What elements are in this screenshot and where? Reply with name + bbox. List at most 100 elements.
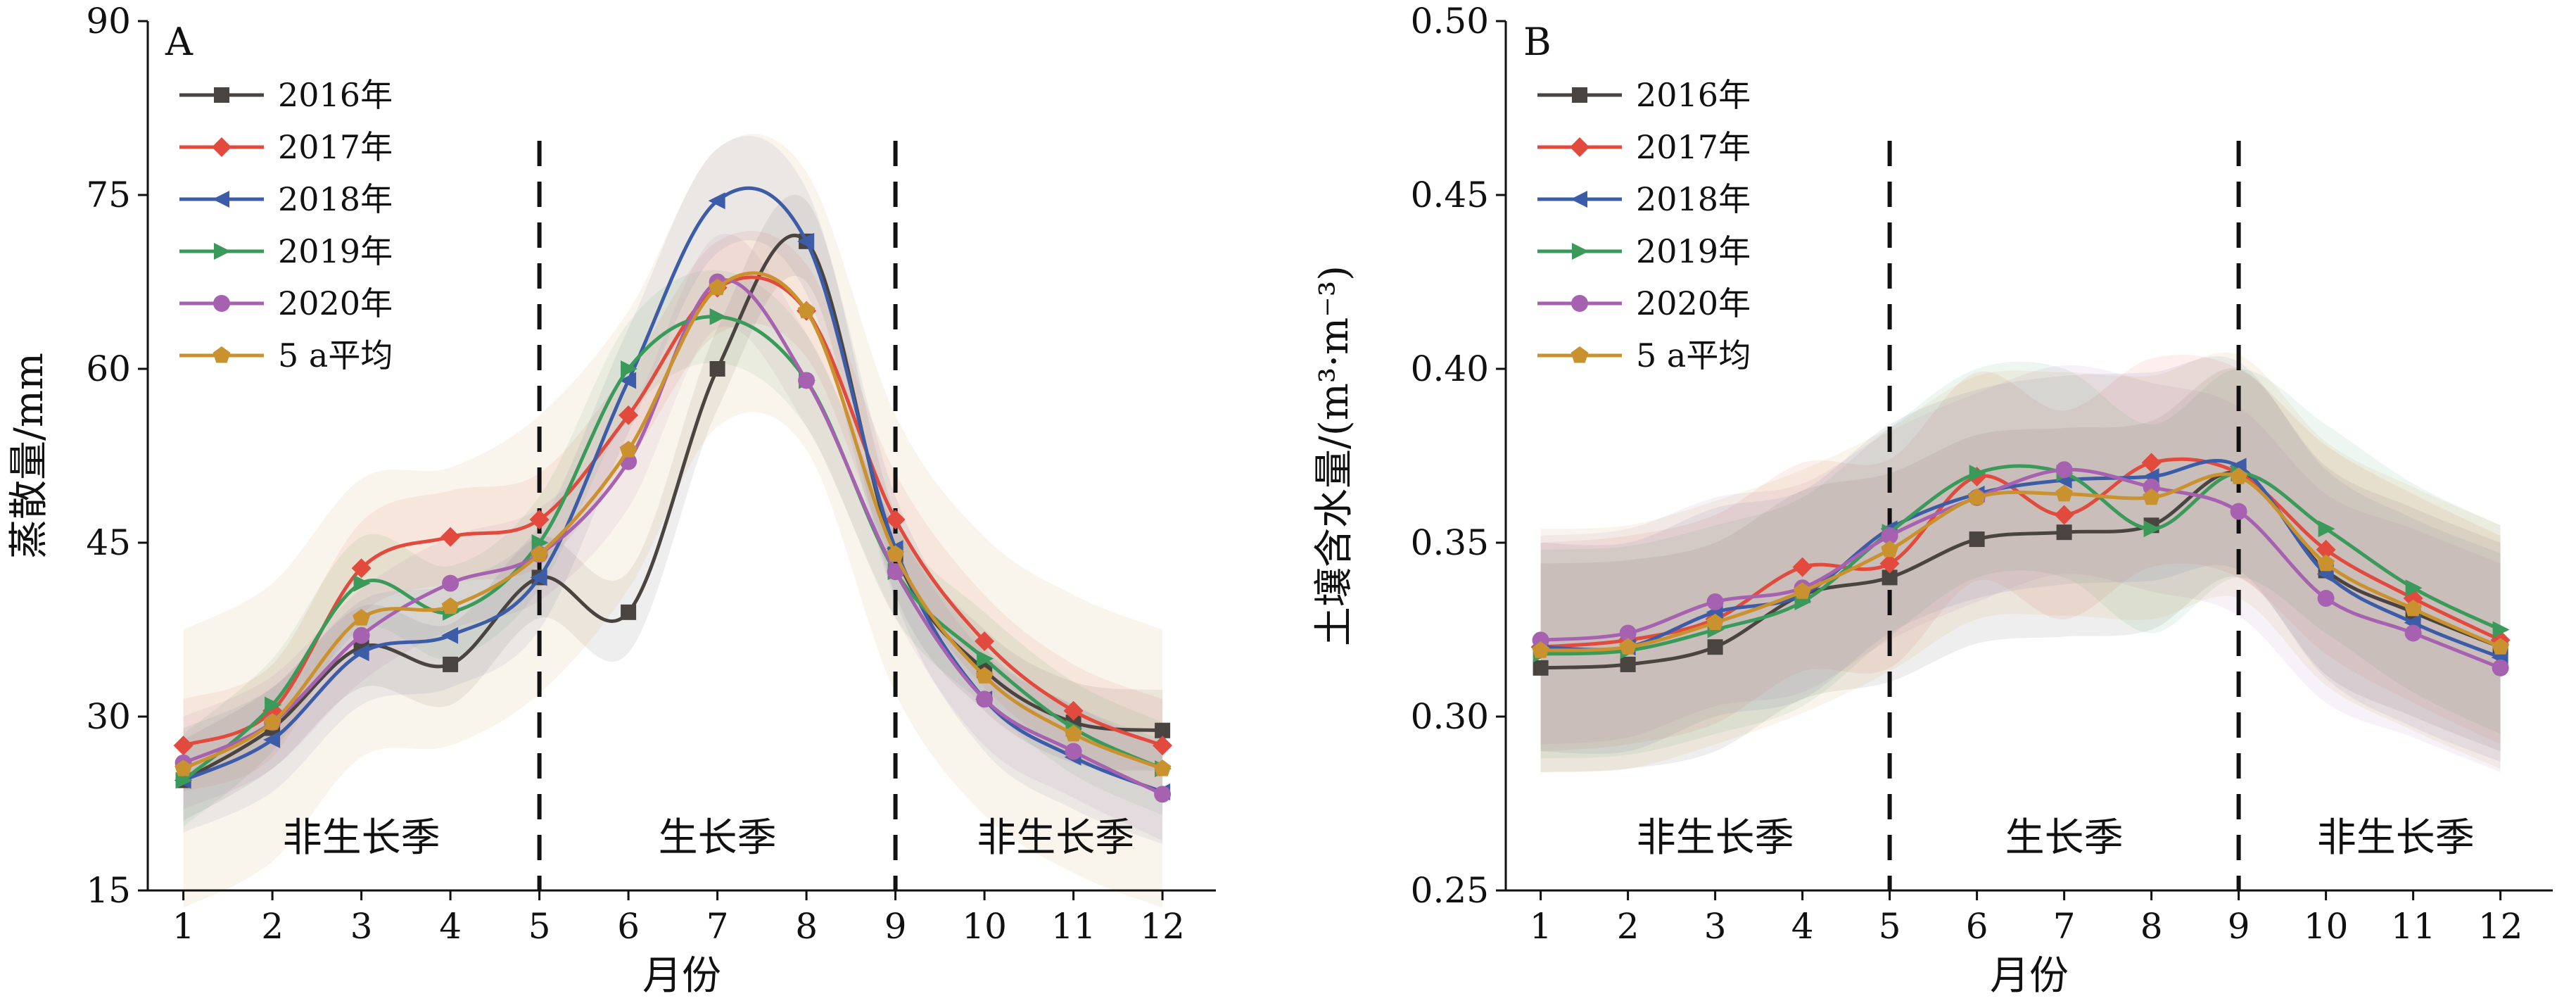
data-point (1794, 582, 1811, 599)
data-point (263, 713, 281, 730)
confidence-band (1540, 365, 2501, 772)
data-point (2316, 539, 2336, 560)
legend-entry: 5 a平均 (278, 336, 393, 374)
data-point (2143, 478, 2160, 496)
x-axis-title: 月份 (1990, 953, 2069, 999)
chart-panel-b: 0.250.300.350.400.450.501 2 3 4 5 6 7 8 9 10 11 12月… (1312, 1, 2553, 999)
x-axis-title: 月份 (642, 953, 721, 999)
x-tick-label: 1 (172, 906, 195, 947)
data-point (1792, 557, 1813, 577)
data-point (2404, 624, 2422, 642)
x-tick-label: 10 (2304, 906, 2349, 947)
y-tick-label: 60 (86, 348, 131, 389)
data-point (1881, 527, 1898, 545)
legend-marker (214, 243, 231, 260)
x-tick-label: 2 (261, 906, 284, 947)
data-point (2230, 503, 2247, 520)
x-tick-label: 12 (1140, 906, 1185, 947)
data-point (797, 232, 815, 250)
legend-entry: 2017年 (1636, 128, 1751, 166)
data-point (353, 626, 370, 644)
legend-entry: 2019年 (1636, 232, 1751, 270)
data-point (709, 278, 726, 296)
data-point (2317, 590, 2335, 607)
x-tick-label: 2 (1617, 906, 1639, 947)
data-point (1619, 638, 1637, 655)
data-point (1532, 631, 1549, 649)
data-point (797, 301, 816, 319)
panel-label: B (1523, 20, 1552, 64)
data-point (173, 736, 193, 756)
data-point (1968, 488, 1986, 505)
y-tick-label: 0.25 (1411, 870, 1489, 911)
season-label: 生长季 (659, 815, 777, 861)
confidence-band (1540, 356, 2501, 762)
data-point (2055, 461, 2073, 479)
data-point (1882, 569, 1898, 586)
data-point (619, 441, 637, 458)
x-tick-label: 8 (795, 906, 818, 947)
data-point (1881, 540, 1898, 557)
x-tick-label: 8 (2140, 906, 2163, 947)
x-tick-label: 10 (962, 906, 1007, 947)
data-point (2317, 554, 2335, 572)
data-point (530, 569, 547, 586)
legend: 2016年 2017年 2018年 2019年 2020年 5 a平均 (1537, 76, 1751, 374)
data-point (529, 510, 550, 530)
y-tick-label: 0.40 (1411, 348, 1489, 389)
data-point (352, 644, 369, 662)
data-point (265, 696, 282, 714)
legend: 2016年 2017年 2018年 2019年 2020年 5 a平均 (179, 76, 393, 374)
legend-entry: 2020年 (278, 284, 393, 322)
legend-entry: 5 a平均 (1636, 336, 1751, 374)
data-point (1063, 700, 1084, 721)
data-point (1065, 724, 1082, 742)
confidence-band (183, 233, 1163, 841)
x-tick-label: 4 (1791, 906, 1814, 947)
series (175, 271, 1172, 776)
data-point (2492, 621, 2510, 638)
legend-marker (1572, 87, 1587, 103)
data-point (887, 545, 904, 562)
data-point (441, 597, 459, 615)
x-tick-label: 7 (2053, 906, 2076, 947)
data-point (2143, 488, 2160, 505)
data-point (619, 372, 637, 389)
data-point (440, 527, 461, 547)
legend-entry: 2018年 (1636, 180, 1751, 218)
data-point (975, 631, 995, 651)
data-point (1065, 743, 1082, 760)
x-tick-label: 6 (1966, 906, 1988, 947)
legend-marker (1571, 295, 1588, 312)
legend-entry: 2016年 (1636, 76, 1751, 114)
y-tick-label: 45 (86, 522, 131, 563)
y-axis-title: 土壤含水量/(m³·m⁻³) (1312, 265, 1357, 646)
x-tick-label: 5 (1879, 906, 1901, 947)
legend-entry: 2017年 (278, 128, 393, 166)
data-point (1969, 531, 1985, 548)
data-point (1533, 660, 1549, 676)
series (1532, 467, 2509, 658)
data-point (442, 574, 459, 592)
x-tick-label: 11 (1051, 906, 1096, 947)
x-tick-label: 3 (1704, 906, 1727, 947)
data-point (798, 372, 816, 389)
y-tick-label: 30 (86, 696, 131, 737)
panel-label: A (165, 20, 193, 64)
data-point (2405, 579, 2423, 597)
data-point (1879, 553, 1900, 574)
season-label: 生长季 (2005, 815, 2124, 861)
data-point (708, 192, 725, 210)
data-point (1155, 722, 1171, 738)
data-point (1619, 624, 1637, 642)
data-point (2141, 453, 2162, 473)
y-tick-label: 0.30 (1411, 696, 1489, 737)
data-point (531, 545, 548, 562)
data-point (1153, 760, 1172, 776)
x-tick-label: 5 (528, 906, 551, 947)
x-tick-label: 4 (439, 906, 462, 947)
data-point (621, 604, 637, 620)
data-point (618, 405, 639, 425)
data-point (175, 760, 192, 776)
data-point (1969, 465, 1986, 482)
